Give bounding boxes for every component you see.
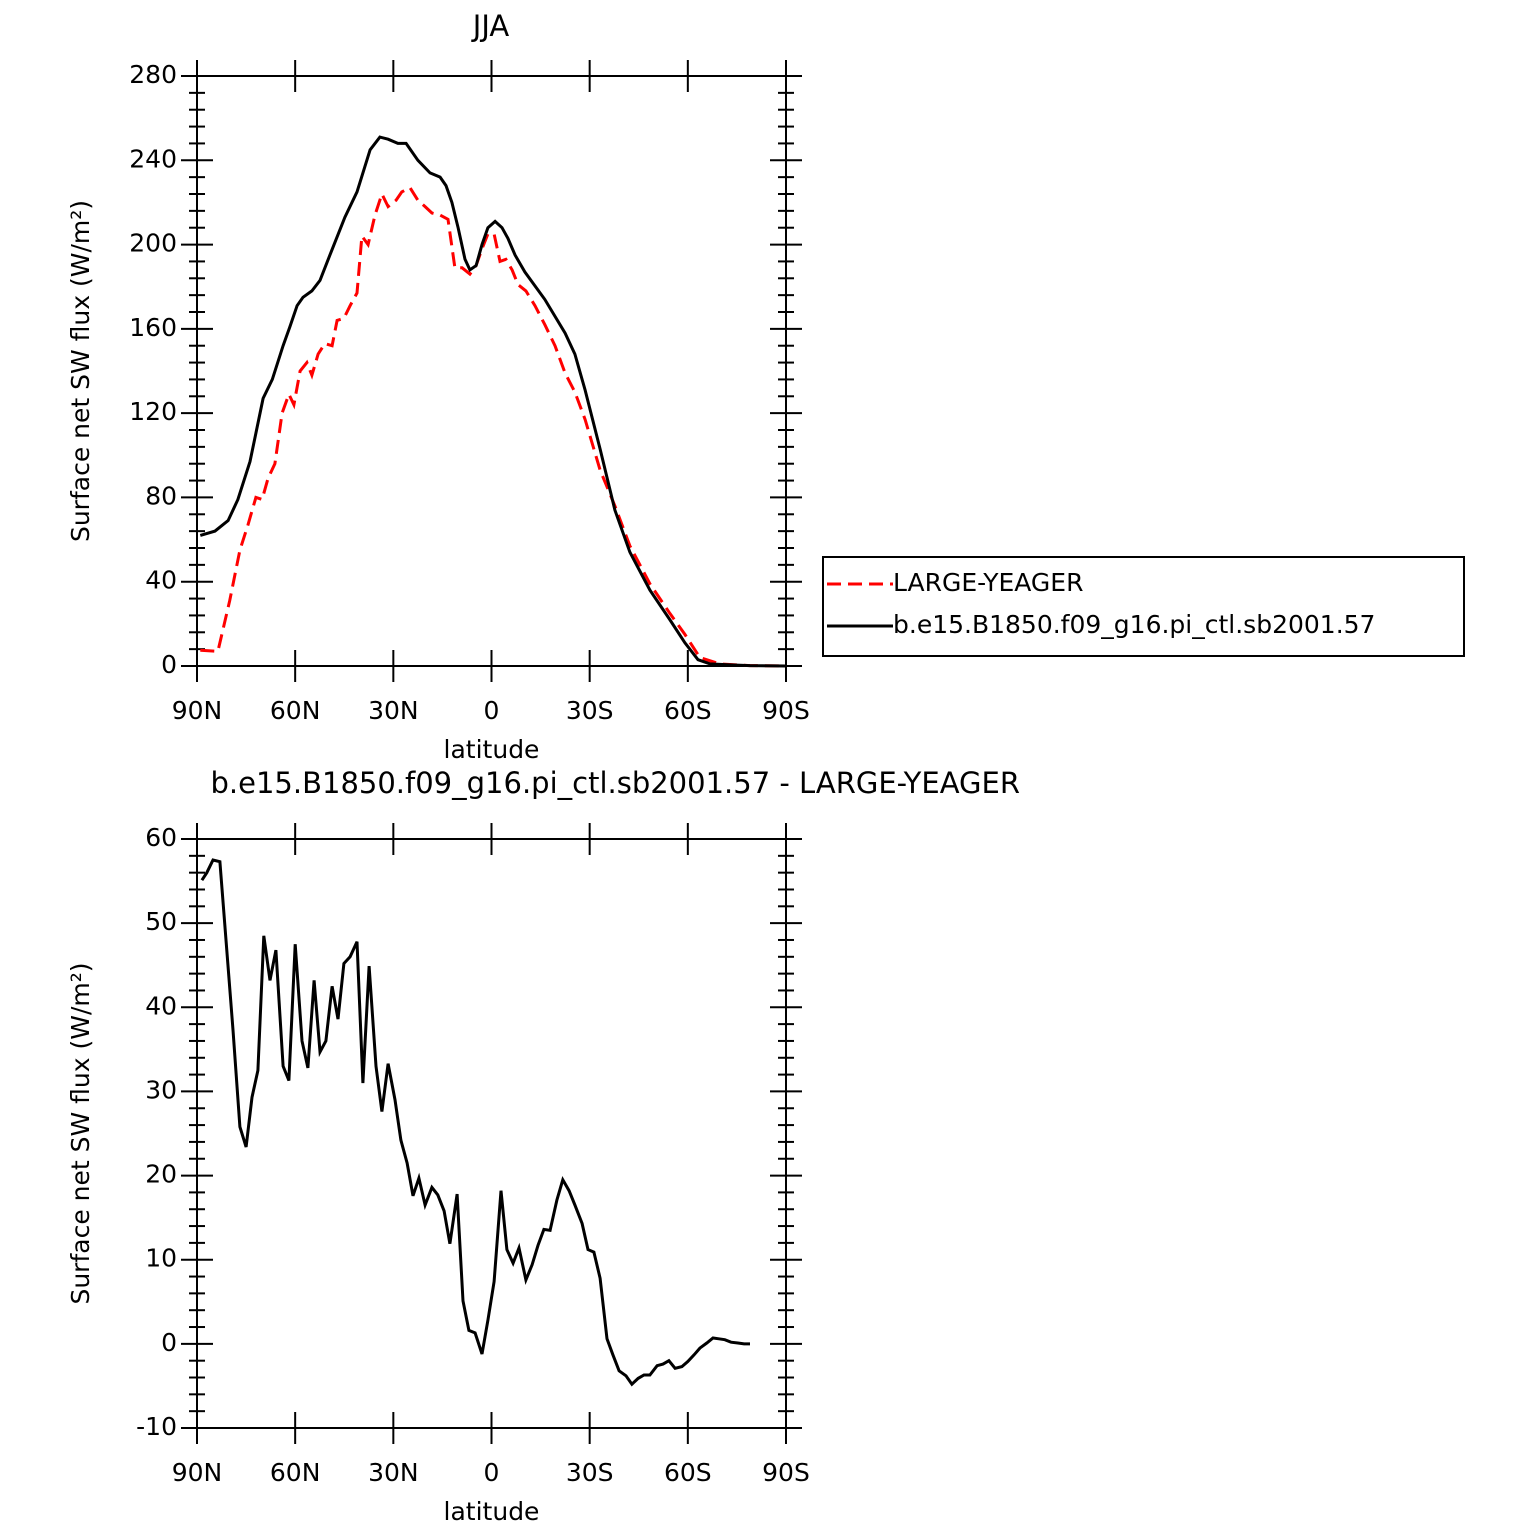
y-tick-label: 160 [129, 313, 177, 342]
x-tick-label: 60S [664, 1458, 712, 1487]
y-axis-label: Surface net SW flux (W/m²) [66, 962, 95, 1304]
x-tick-label: 90N [172, 696, 223, 725]
x-tick-label: 90S [762, 1458, 810, 1487]
plot-frame [196, 838, 787, 1429]
x-tick-label: 60N [270, 696, 321, 725]
y-tick-label: 120 [129, 397, 177, 426]
y-tick-label: 0 [161, 650, 177, 679]
y-tick-label: 50 [145, 907, 177, 936]
plot-frame [196, 75, 787, 667]
chart-title: JJA [471, 9, 510, 43]
y-tick-label: 60 [145, 823, 177, 852]
data-line [199, 135, 787, 668]
chart-title: b.e15.B1850.f09_g16.pi_ctl.sb2001.57 - L… [211, 766, 1020, 800]
x-tick-label: 30N [368, 696, 419, 725]
legend-box [822, 556, 1465, 657]
y-axis-label: Surface net SW flux (W/m²) [66, 200, 95, 542]
y-tick-label: 280 [129, 60, 177, 89]
x-axis-label: latitude [444, 1497, 540, 1526]
x-tick-label: 0 [484, 1458, 500, 1487]
y-tick-label: 20 [145, 1160, 177, 1189]
y-tick-label: 40 [145, 566, 177, 595]
x-tick-label: 60N [270, 1458, 321, 1487]
y-tick-label: 30 [145, 1075, 177, 1104]
y-tick-label: 10 [145, 1244, 177, 1273]
y-tick-label: 40 [145, 991, 177, 1020]
x-tick-label: 30N [368, 1458, 419, 1487]
y-tick-label: 240 [129, 144, 177, 173]
data-line [200, 858, 750, 1387]
data-line [200, 185, 787, 668]
x-tick-label: 0 [484, 696, 500, 725]
x-tick-label: 90N [172, 1458, 223, 1487]
x-tick-label: 60S [664, 696, 712, 725]
legend-label: LARGE-YEAGER [893, 568, 1083, 597]
y-tick-label: 0 [161, 1328, 177, 1357]
y-tick-label: 80 [145, 481, 177, 510]
y-tick-label: -10 [136, 1412, 177, 1441]
x-tick-label: 90S [762, 696, 810, 725]
x-tick-label: 30S [566, 1458, 614, 1487]
x-tick-label: 30S [566, 696, 614, 725]
legend-label: b.e15.B1850.f09_g16.pi_ctl.sb2001.57 [893, 610, 1375, 639]
y-tick-label: 200 [129, 229, 177, 258]
x-axis-label: latitude [444, 735, 540, 764]
